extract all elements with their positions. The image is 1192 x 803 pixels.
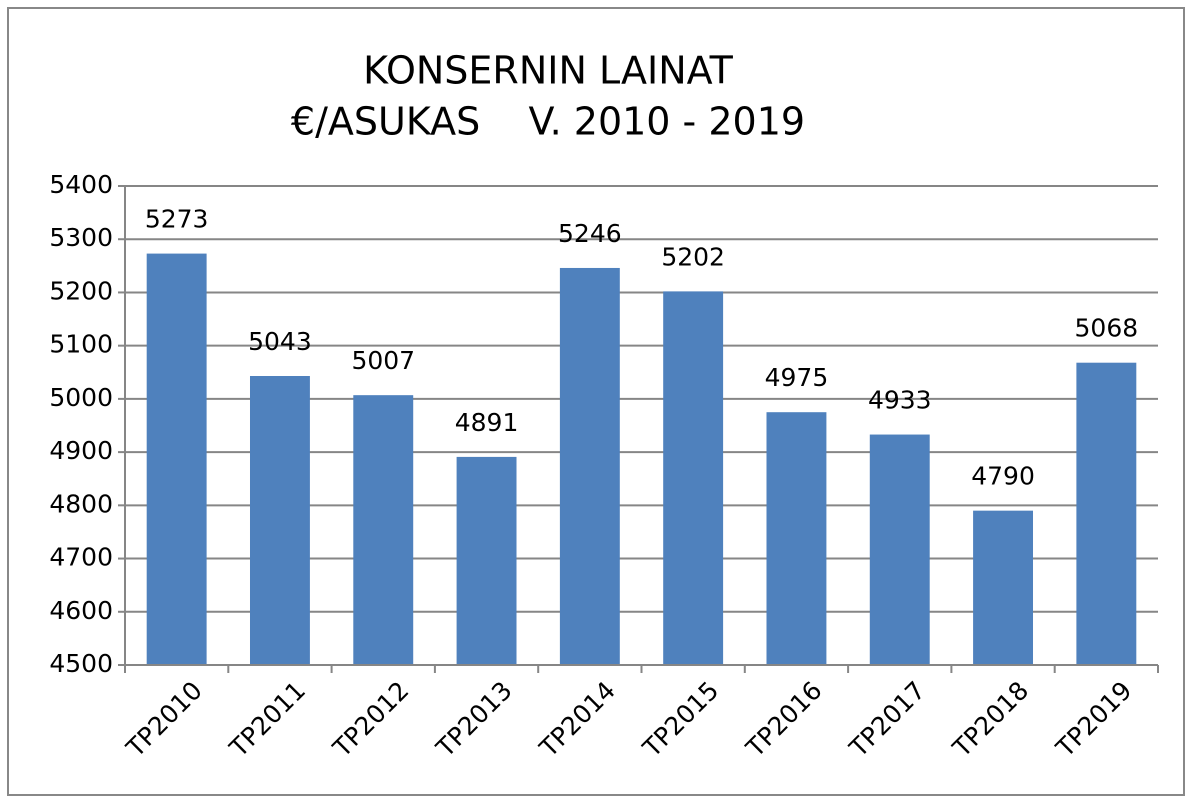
y-tick-label: 5300: [49, 223, 113, 252]
y-tick-label: 5100: [49, 330, 113, 359]
value-label: 5202: [661, 242, 725, 271]
bar: [1076, 362, 1137, 665]
value-label: 5246: [558, 219, 622, 248]
bar: [456, 456, 517, 665]
y-tick-label: 5200: [49, 276, 113, 305]
value-label: 5068: [1075, 314, 1139, 343]
y-tick-label: 5400: [49, 170, 113, 199]
value-label: 5007: [351, 346, 415, 375]
bar: [973, 510, 1034, 665]
bar: [766, 412, 827, 665]
y-tick-label: 4700: [49, 543, 113, 572]
value-label: 4891: [455, 408, 519, 437]
value-label: 4975: [765, 363, 829, 392]
bar: [869, 434, 930, 665]
y-tick-label: 4800: [49, 489, 113, 518]
y-tick-label: 4500: [49, 649, 113, 678]
bar: [663, 291, 724, 665]
value-label: 5043: [248, 327, 312, 356]
value-label: 4790: [971, 462, 1035, 491]
chart-title: €/ASUKAS V. 2010 - 2019: [291, 100, 805, 144]
bar: [146, 253, 207, 665]
y-tick-label: 4900: [49, 436, 113, 465]
y-tick-label: 5000: [49, 383, 113, 412]
bar: [249, 376, 310, 665]
y-tick-label: 4600: [49, 596, 113, 625]
chart-title: KONSERNIN LAINAT: [363, 49, 734, 93]
bar: [559, 267, 620, 665]
bar: [353, 395, 414, 665]
value-label: 4933: [868, 386, 932, 415]
value-label: 5273: [145, 205, 209, 234]
